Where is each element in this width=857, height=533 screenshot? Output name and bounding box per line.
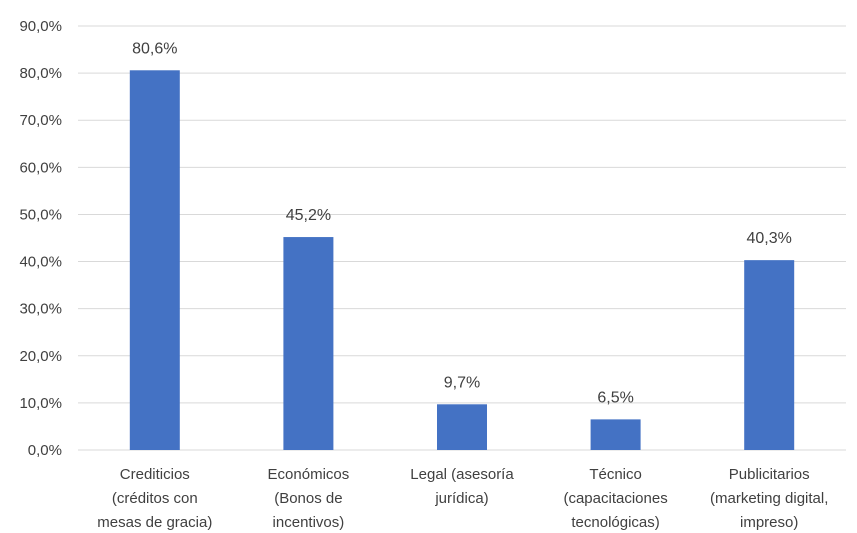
bar xyxy=(283,237,333,450)
data-label: 40,3% xyxy=(747,230,792,247)
bar xyxy=(744,260,794,450)
category-label: (Bonos de xyxy=(274,490,342,507)
y-tick-label: 20,0% xyxy=(19,348,62,365)
category-label: incentivos) xyxy=(273,514,345,531)
category-label: Publicitarios xyxy=(729,466,810,483)
y-tick-label: 0,0% xyxy=(28,442,62,459)
category-label: (capacitaciones xyxy=(563,490,667,507)
x-axis-category-labels: Crediticios (créditos con mesas de gracia)… xyxy=(97,466,828,531)
y-tick-label: 90,0% xyxy=(19,18,62,35)
category-label: Económicos xyxy=(268,466,350,483)
bar xyxy=(130,70,180,450)
category-label: Técnico xyxy=(589,466,642,483)
category-label: tecnológicas) xyxy=(571,514,659,531)
category-label: mesas de gracia) xyxy=(97,514,212,531)
y-tick-label: 40,0% xyxy=(19,254,62,271)
category-label: Legal (asesoría xyxy=(410,466,514,483)
y-tick-label: 10,0% xyxy=(19,395,62,412)
bar xyxy=(437,404,487,450)
bars xyxy=(130,70,794,450)
y-tick-label: 60,0% xyxy=(19,159,62,176)
y-tick-label: 50,0% xyxy=(19,206,62,223)
y-tick-label: 80,0% xyxy=(19,65,62,82)
y-tick-label: 30,0% xyxy=(19,301,62,318)
data-label: 45,2% xyxy=(286,207,331,224)
y-axis-tick-labels: 0,0% 10,0% 20,0% 30,0% 40,0% 50,0% 60,0% 70,0% 8… xyxy=(19,18,62,459)
category-label: Crediticios xyxy=(120,466,190,483)
data-label: 9,7% xyxy=(444,374,480,391)
data-labels: 80,6% 45,2% 9,7% 6,5% 40,3% xyxy=(132,40,792,406)
category-label: impreso) xyxy=(740,514,798,531)
category-label: jurídica) xyxy=(434,490,488,507)
category-label: (marketing digital, xyxy=(710,490,828,507)
data-label: 80,6% xyxy=(132,40,177,57)
data-label: 6,5% xyxy=(597,389,633,406)
bar xyxy=(591,419,641,450)
category-label: (créditos con xyxy=(112,490,198,507)
y-tick-label: 70,0% xyxy=(19,112,62,129)
